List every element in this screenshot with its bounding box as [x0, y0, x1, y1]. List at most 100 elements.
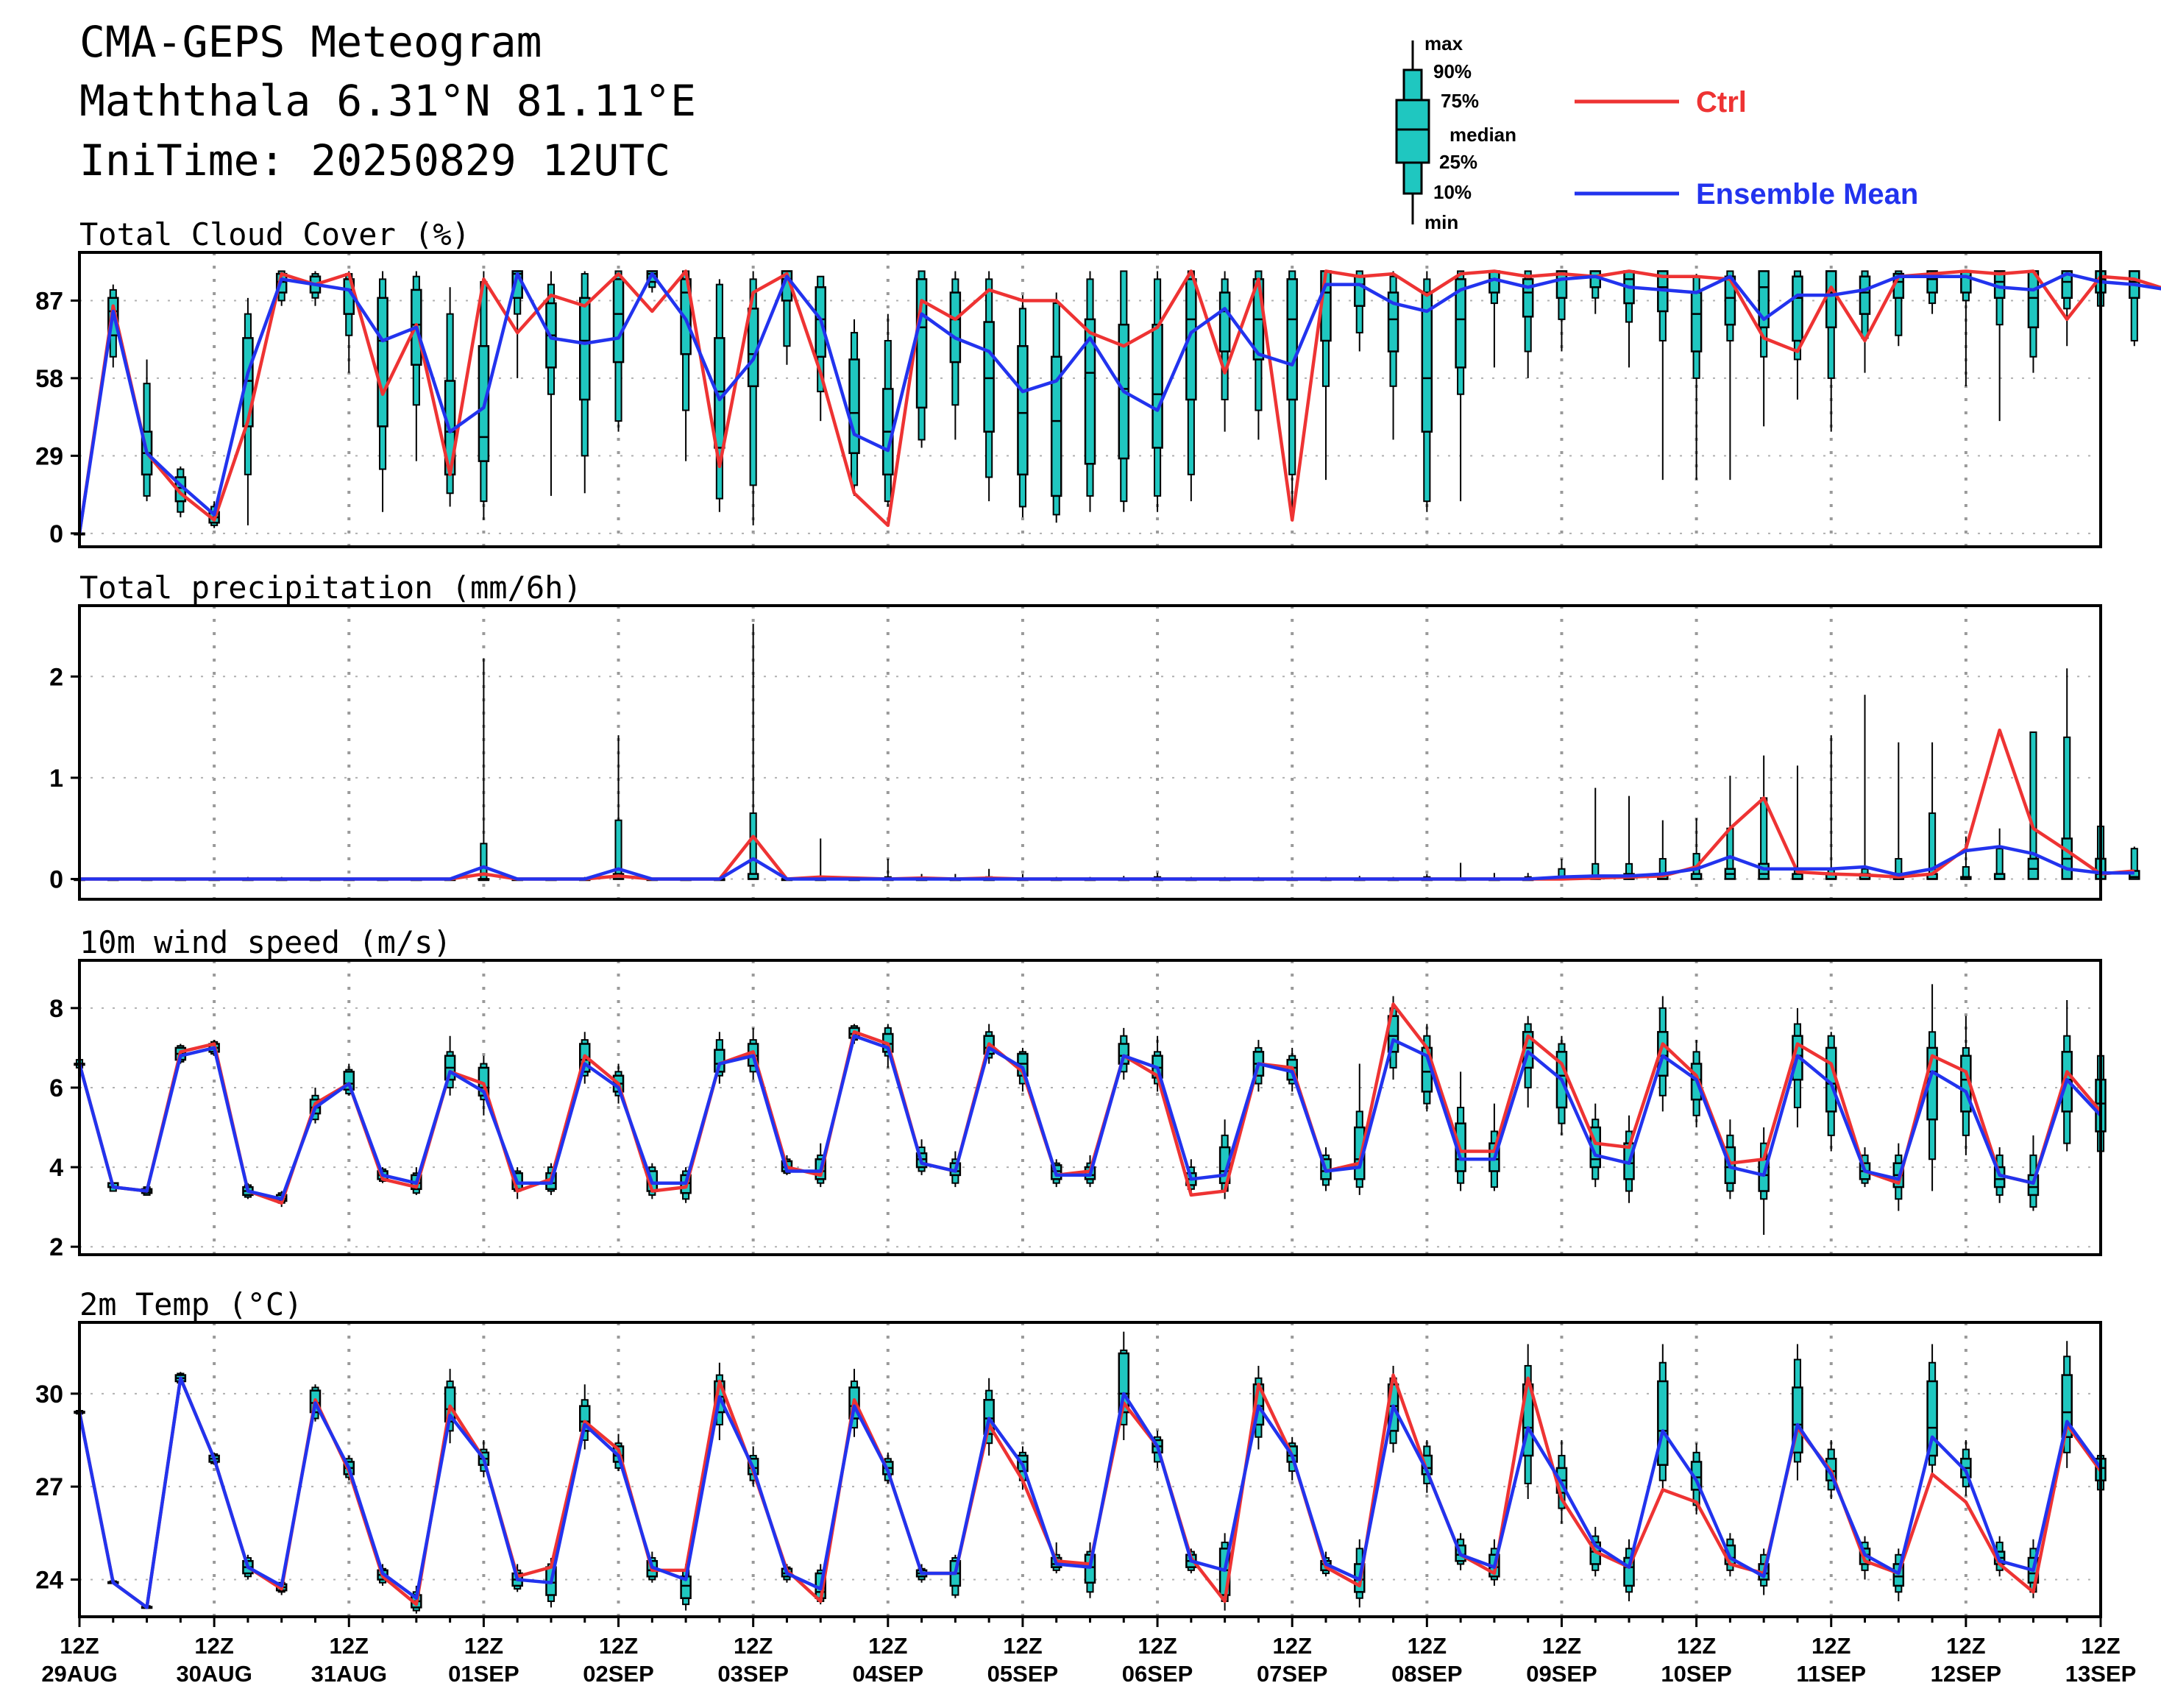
y-tick-label: 6 — [49, 1074, 63, 1102]
x-tick-label-hour: 12Z — [1272, 1633, 1311, 1659]
box-inner — [2061, 1374, 2073, 1439]
x-tick-label-hour: 12Z — [194, 1633, 233, 1659]
box-outer — [2029, 731, 2037, 880]
box-inner — [1455, 278, 1466, 369]
box-inner — [848, 358, 860, 454]
panel-4: 2m Temp (°C) 24 27 30 — [35, 1286, 2107, 1618]
panel-frame — [78, 251, 2102, 548]
init-time-line: IniTime: 20250829 12UTC — [79, 135, 670, 185]
chart-title: CMA-GEPS Meteogram — [79, 17, 542, 67]
box-inner — [1152, 323, 1163, 449]
x-tick-label-date: 29AUG — [41, 1661, 117, 1687]
x-tick-label-hour: 12Z — [2081, 1633, 2120, 1659]
x-tick-label-date: 04SEP — [853, 1661, 924, 1687]
ctrl-line — [79, 728, 2135, 881]
legend-box-label: 10% — [1433, 181, 1472, 203]
box-inner — [1354, 275, 1366, 307]
x-tick-label-hour: 12Z — [1408, 1633, 1447, 1659]
x-tick-label-date: 09SEP — [1526, 1661, 1597, 1687]
x-axis: 12Z29AUG12Z30AUG12Z31AUG12Z01SEP12Z02SEP… — [41, 1617, 2136, 1687]
box-inner — [1387, 291, 1399, 352]
box-inner — [1690, 291, 1703, 352]
legend-box-label: 90% — [1433, 60, 1472, 82]
legend-box-label: 75% — [1441, 90, 1479, 112]
panel-frame — [78, 604, 2102, 901]
legend-box-label: min — [1424, 211, 1458, 233]
panel-1: Total Cloud Cover (%) 0 29 58 87 — [35, 216, 2161, 548]
box-inner — [377, 297, 388, 428]
x-tick-label-date: 06SEP — [1122, 1661, 1193, 1687]
box-outer — [749, 812, 757, 880]
x-tick-label-date: 31AUG — [311, 1661, 387, 1687]
panel-title: 2m Temp (°C) — [79, 1286, 302, 1322]
x-tick-label-date: 12SEP — [1931, 1661, 2002, 1687]
y-tick-label: 4 — [49, 1154, 63, 1182]
panel-3: 10m wind speed (m/s) 2 4 6 8 — [49, 924, 2107, 1261]
legend-box-label: 25% — [1439, 151, 1477, 173]
legend-ctrl-label: Ctrl — [1696, 86, 1747, 118]
x-tick-label-hour: 12Z — [60, 1633, 99, 1659]
box-inner — [949, 291, 962, 364]
y-tick-label: 0 — [49, 520, 63, 548]
panel-title: Total Cloud Cover (%) — [79, 216, 470, 252]
box-inner — [1960, 270, 1972, 294]
x-tick-label-hour: 12Z — [1946, 1633, 1985, 1659]
ctrl-line — [77, 269, 2161, 534]
box-inner — [1421, 291, 1433, 433]
box-inner — [1522, 278, 1534, 318]
ensemble-mean-line — [77, 1376, 2102, 1609]
legend-box-inner — [1395, 99, 1430, 164]
box-inner — [983, 321, 995, 433]
box-inner — [1185, 278, 1197, 401]
y-tick-label: 2 — [49, 663, 63, 691]
y-tick-label: 27 — [35, 1473, 63, 1501]
y-tick-label: 87 — [35, 287, 63, 315]
box-inner — [2061, 270, 2073, 300]
box-inner — [1825, 270, 1837, 329]
panels: Total Cloud Cover (%) 0 29 58 87 Total precip… — [35, 216, 2161, 1618]
x-tick-label-hour: 12Z — [1138, 1633, 1177, 1659]
x-tick-label-date: 03SEP — [717, 1661, 789, 1687]
box-outer — [1895, 270, 1903, 336]
box-inner — [1050, 355, 1062, 497]
x-tick-label-date: 07SEP — [1257, 1661, 1328, 1687]
x-tick-label-date: 10SEP — [1661, 1661, 1732, 1687]
ensemble-mean-line — [77, 1034, 2102, 1201]
y-tick-label: 0 — [49, 865, 63, 893]
legend: max 90% 75% median 25% 10% min Ctrl Ensemble Mea… — [1395, 32, 1918, 233]
x-tick-label-hour: 12Z — [868, 1633, 907, 1659]
location-line: Maththala 6.31°N 81.11°E — [79, 76, 696, 126]
ensemble-mean-line — [77, 272, 2161, 534]
box-inner — [1792, 275, 1803, 342]
box-inner — [1758, 270, 1770, 329]
box-inner — [1926, 1380, 1938, 1457]
box-inner — [2027, 270, 2040, 329]
x-tick-label-date: 01SEP — [448, 1661, 519, 1687]
y-tick-label: 8 — [49, 995, 63, 1023]
x-tick-label-date: 11SEP — [1796, 1661, 1866, 1687]
box-inner — [1084, 318, 1096, 465]
x-tick-label-hour: 12Z — [464, 1633, 503, 1659]
x-tick-label-hour: 12Z — [1003, 1633, 1042, 1659]
box-inner — [1286, 278, 1298, 401]
y-tick-label: 58 — [35, 365, 63, 393]
y-tick-label: 1 — [49, 765, 63, 793]
panel-title: 10m wind speed (m/s) — [79, 924, 452, 960]
panel-title: Total precipitation (mm/6h) — [79, 570, 582, 606]
x-tick-label-date: 08SEP — [1391, 1661, 1463, 1687]
y-tick-label: 24 — [35, 1566, 63, 1594]
box-inner — [1657, 1380, 1669, 1466]
x-tick-label-hour: 12Z — [734, 1633, 773, 1659]
box-inner — [1218, 291, 1231, 352]
box-inner — [1859, 275, 1871, 315]
x-tick-label-hour: 12Z — [1542, 1633, 1581, 1659]
x-tick-label-hour: 12Z — [1677, 1633, 1716, 1659]
panel-2: Total precipitation (mm/6h) 0 1 2 — [49, 570, 2140, 901]
x-tick-label-hour: 12Z — [330, 1633, 369, 1659]
box-inner — [612, 278, 625, 364]
x-tick-label-date: 13SEP — [2065, 1661, 2137, 1687]
box-inner — [1017, 345, 1029, 476]
legend-box-label: max — [1424, 32, 1463, 54]
x-tick-label-hour: 12Z — [599, 1633, 638, 1659]
